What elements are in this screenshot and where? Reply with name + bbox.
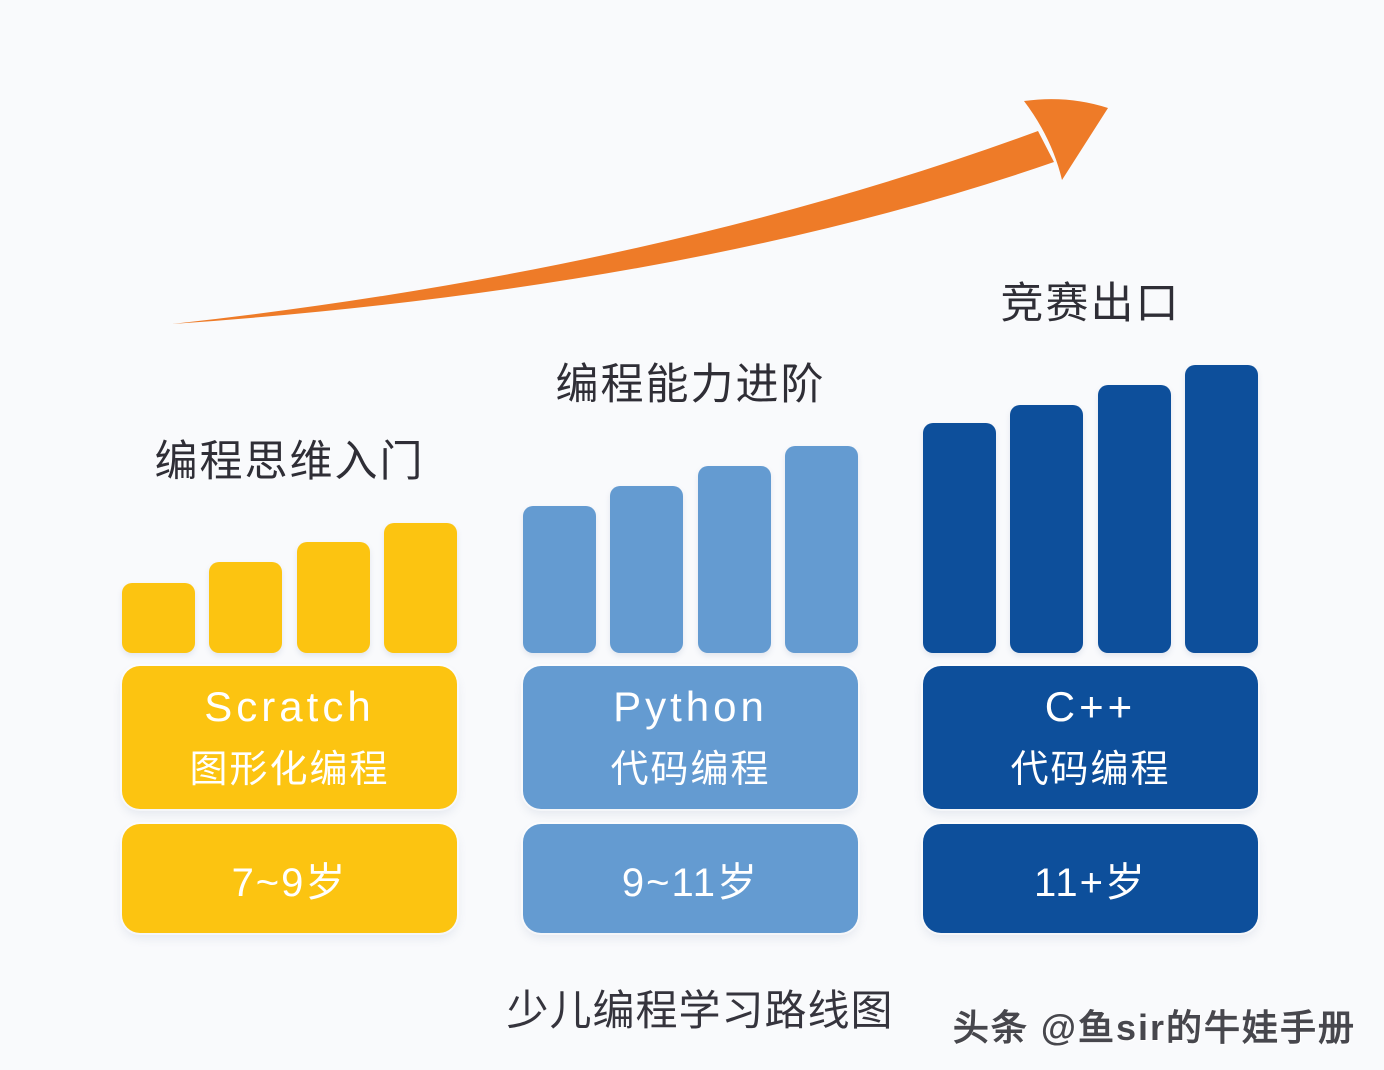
course-card: C++ 代码编程	[923, 666, 1258, 809]
bar	[523, 506, 596, 653]
stage-title: 竞赛出口	[1000, 280, 1181, 328]
age-range: 7~9岁	[231, 860, 348, 905]
age-card: 7~9岁	[122, 824, 457, 933]
age-card: 9~11岁	[523, 824, 858, 933]
stage-scratch: 编程思维入门 Scratch 图形化编程 7~9岁	[122, 427, 457, 933]
stage-title: 编程思维入门	[154, 438, 425, 486]
bar	[784, 446, 858, 653]
bar	[1097, 385, 1171, 653]
watermark: 头条 @鱼sir的牛娃手册	[952, 1007, 1356, 1048]
bar	[383, 523, 457, 653]
course-type: 代码编程	[1010, 748, 1171, 791]
course-name: Scratch	[204, 682, 375, 730]
stage-cpp: 竞赛出口 C++ 代码编程 11+岁	[923, 269, 1258, 933]
diagram-title: 少儿编程学习路线图	[506, 987, 894, 1034]
bar	[1184, 365, 1258, 653]
stage-python: 编程能力进阶 Python 代码编程 9~11岁	[523, 350, 858, 933]
course-name: C++	[1044, 682, 1137, 730]
stage-title: 编程能力进阶	[555, 361, 826, 409]
ascending-bars-icon	[122, 523, 457, 653]
age-range: 11+岁	[1034, 860, 1147, 905]
bar	[610, 486, 684, 653]
course-name: Python	[613, 682, 768, 730]
bar	[923, 423, 996, 653]
bar	[1010, 405, 1084, 653]
age-range: 9~11岁	[621, 860, 760, 905]
bar	[697, 466, 771, 653]
course-card: Python 代码编程	[523, 666, 858, 809]
course-type: 代码编程	[610, 748, 771, 791]
bar	[209, 562, 283, 653]
ascending-bars-icon	[923, 365, 1258, 653]
course-card: Scratch 图形化编程	[122, 666, 457, 809]
age-card: 11+岁	[923, 824, 1258, 933]
course-type: 图形化编程	[189, 748, 390, 791]
ascending-bars-icon	[523, 446, 858, 653]
bar	[122, 583, 195, 653]
bar	[296, 542, 370, 653]
